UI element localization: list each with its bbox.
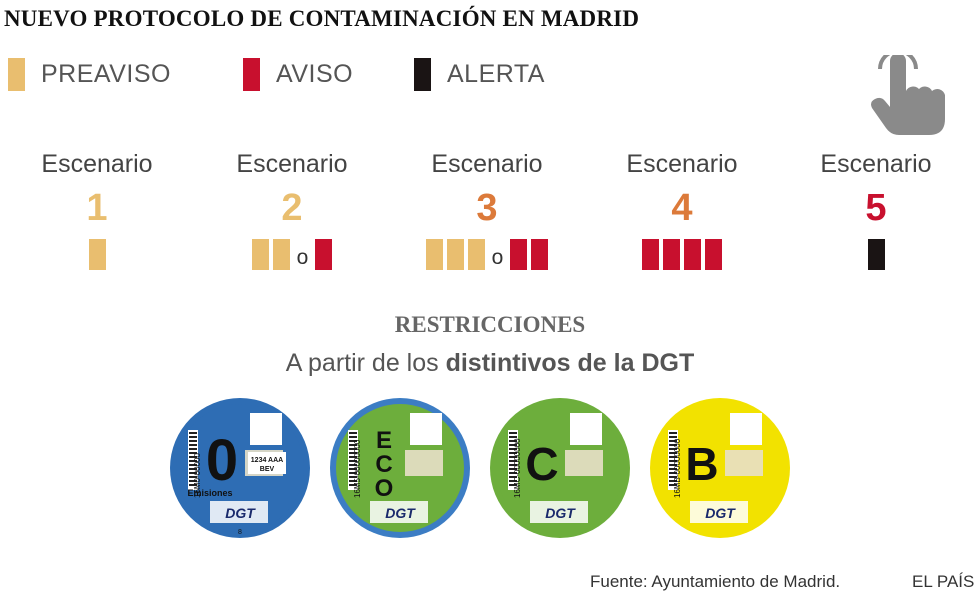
legend-label-alerta: ALERTA — [447, 59, 545, 88]
dgt-logo-text: DGT — [225, 505, 256, 521]
preaviso-bar — [88, 239, 106, 270]
preaviso-bar — [251, 239, 269, 270]
scenario-1[interactable]: Escenario 1 — [17, 148, 177, 270]
badge-code: 16M5-00000000 — [353, 439, 362, 498]
scenario-number: 2 — [281, 187, 303, 229]
badge-plate-type: BEV — [260, 466, 275, 473]
scenario-label: Escenario — [626, 150, 738, 178]
scenario-label: Escenario — [41, 150, 153, 178]
subtitle-prefix: A partir de los — [285, 349, 446, 377]
aviso-bar — [315, 239, 333, 270]
badge-code: 16MB-00000000 — [673, 438, 682, 498]
legend-item-aviso: AVISO — [243, 57, 353, 91]
source-note: Fuente: Ayuntamiento de Madrid. — [590, 572, 841, 591]
aviso-bar — [684, 239, 701, 270]
badge-letter: 0 — [206, 428, 238, 493]
badge-letter: C — [525, 438, 558, 490]
badge-code: 16M0-00000 — [193, 453, 202, 498]
scenario-label: Escenario — [236, 150, 348, 178]
badge-letter: C — [375, 451, 392, 478]
scenario-level-bars — [17, 238, 177, 270]
dgt-logo-text: DGT — [545, 505, 576, 521]
badge-code: 16MC-00000000 — [513, 438, 522, 498]
aviso-bar — [705, 239, 722, 270]
scenario-number: 1 — [86, 187, 108, 229]
legend-label-preaviso: PREAVISO — [41, 59, 171, 88]
scenario-number: 5 — [865, 187, 887, 229]
scenario-level-bars — [602, 238, 762, 270]
legend-item-alerta: ALERTA — [414, 57, 545, 91]
badge-letter: O — [375, 475, 394, 502]
page-title: NUEVO PROTOCOLO DE CONTAMINACIÓN EN MADR… — [4, 6, 640, 31]
aviso-bar — [510, 239, 528, 270]
dgt-badge-eco: DGT ECO 16M5-00000000 — [330, 398, 470, 538]
dgt-logo-text: DGT — [705, 505, 736, 521]
badge-extra: 8 — [238, 529, 242, 536]
scenario-label: Escenario — [820, 150, 932, 178]
scenario-2[interactable]: Escenario 2 o — [212, 148, 372, 270]
badge-letter: B — [685, 438, 718, 490]
scenario-level-bars: o — [212, 238, 372, 270]
preaviso-bar — [272, 239, 290, 270]
brand-logo: EL PAÍS — [912, 572, 975, 591]
scenario-level-bars — [796, 238, 956, 270]
scenario-number: 3 — [476, 187, 498, 229]
aviso-bar — [531, 239, 549, 270]
preaviso-bar — [467, 239, 485, 270]
scenario-level-bars: o — [407, 238, 567, 270]
dgt-logo-text: DGT — [385, 505, 416, 521]
or-separator: o — [491, 246, 504, 269]
scenario-number: 4 — [671, 187, 693, 229]
restrictions-heading: RESTRICCIONES — [394, 312, 586, 337]
aviso-bar — [642, 239, 659, 270]
subtitle-bold: distintivos de la DGT — [445, 349, 695, 377]
legend-label-aviso: AVISO — [276, 59, 354, 88]
legend-swatch-alerta — [414, 57, 431, 91]
restrictions-subtitle: A partir de los distintivos de la DGT — [0, 349, 980, 378]
scenario-3[interactable]: Escenario 3 o — [407, 148, 567, 270]
scenario-label: Escenario — [431, 150, 543, 178]
badge-letter: E — [376, 427, 392, 454]
badge-plate: 1234 AAA — [251, 457, 283, 464]
legend-swatch-preaviso — [8, 57, 25, 91]
legend-item-preaviso: PREAVISO — [8, 57, 171, 91]
alerta-bar — [867, 239, 885, 270]
pointing-hand-icon[interactable] — [870, 55, 950, 137]
badge-caption: Emisiones — [187, 488, 232, 498]
preaviso-bar — [446, 239, 464, 270]
or-separator: o — [296, 246, 309, 269]
scenario-4[interactable]: Escenario 4 — [602, 148, 762, 270]
preaviso-bar — [425, 239, 443, 270]
legend-swatch-aviso — [243, 57, 260, 91]
aviso-bar — [663, 239, 680, 270]
scenario-5[interactable]: Escenario 5 — [796, 148, 956, 270]
